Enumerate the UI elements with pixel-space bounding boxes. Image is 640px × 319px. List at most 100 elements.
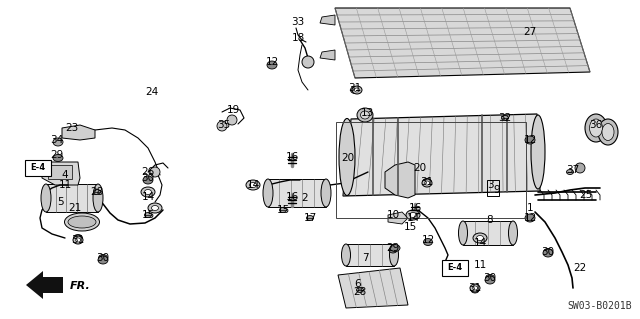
Text: 20: 20: [341, 153, 355, 163]
Text: 30: 30: [141, 173, 155, 183]
Text: 11: 11: [58, 180, 72, 190]
Circle shape: [150, 167, 160, 177]
Text: 23: 23: [65, 123, 79, 133]
Ellipse shape: [263, 179, 273, 207]
Ellipse shape: [41, 184, 51, 212]
Text: 16: 16: [285, 192, 299, 202]
Circle shape: [227, 115, 237, 125]
Ellipse shape: [486, 275, 495, 281]
Text: 20: 20: [413, 163, 427, 173]
Text: 14: 14: [406, 213, 420, 223]
Text: FR.: FR.: [70, 281, 91, 291]
Text: 28: 28: [90, 187, 104, 197]
Text: 11: 11: [474, 260, 486, 270]
Polygon shape: [320, 50, 335, 60]
Text: 6: 6: [355, 279, 362, 289]
FancyBboxPatch shape: [442, 260, 468, 276]
Polygon shape: [320, 15, 335, 25]
Polygon shape: [26, 271, 63, 299]
Ellipse shape: [352, 86, 362, 94]
Polygon shape: [62, 125, 95, 140]
Text: 26: 26: [141, 167, 155, 177]
Text: 12: 12: [421, 235, 435, 245]
Text: 31: 31: [468, 283, 482, 293]
Circle shape: [575, 163, 585, 173]
Ellipse shape: [585, 114, 607, 142]
Ellipse shape: [389, 247, 397, 253]
Ellipse shape: [525, 136, 535, 144]
Text: 12: 12: [524, 213, 536, 223]
Text: 30: 30: [97, 253, 109, 263]
Ellipse shape: [339, 118, 355, 196]
Text: 25: 25: [579, 190, 593, 200]
FancyBboxPatch shape: [25, 160, 51, 176]
Ellipse shape: [93, 189, 100, 195]
Bar: [463, 221, 513, 245]
Ellipse shape: [422, 179, 431, 186]
Text: 10: 10: [387, 210, 399, 220]
Bar: [46, 184, 98, 212]
Ellipse shape: [307, 216, 314, 220]
Ellipse shape: [543, 249, 552, 256]
Ellipse shape: [509, 221, 518, 245]
Ellipse shape: [485, 276, 495, 284]
Text: 24: 24: [145, 87, 159, 97]
Text: 14: 14: [474, 238, 486, 248]
Text: 14: 14: [246, 180, 260, 190]
Ellipse shape: [471, 287, 479, 293]
Ellipse shape: [531, 115, 545, 189]
Text: 17: 17: [303, 213, 317, 223]
Text: 4: 4: [61, 170, 68, 180]
Text: 5: 5: [57, 197, 63, 207]
Ellipse shape: [566, 169, 573, 174]
Text: SW03-B0201B: SW03-B0201B: [568, 301, 632, 311]
Bar: [48, 165, 72, 179]
Ellipse shape: [422, 179, 432, 187]
Ellipse shape: [351, 86, 360, 93]
Text: 18: 18: [291, 33, 305, 43]
Ellipse shape: [406, 210, 420, 220]
Text: 15: 15: [141, 210, 155, 220]
Ellipse shape: [250, 182, 257, 188]
Ellipse shape: [458, 221, 467, 245]
Text: 34: 34: [51, 135, 63, 145]
Text: 30: 30: [483, 273, 497, 283]
Text: 29: 29: [51, 150, 63, 160]
Text: 19: 19: [227, 105, 239, 115]
Ellipse shape: [473, 233, 487, 243]
Text: 35: 35: [218, 120, 230, 130]
Text: 21: 21: [68, 203, 82, 213]
Ellipse shape: [390, 244, 399, 266]
Text: 31: 31: [348, 83, 362, 93]
Ellipse shape: [470, 284, 480, 292]
Text: 12: 12: [524, 135, 536, 145]
Text: 36: 36: [589, 120, 603, 130]
Text: 33: 33: [291, 17, 305, 27]
Ellipse shape: [53, 138, 63, 146]
Text: 7: 7: [362, 253, 368, 263]
Ellipse shape: [53, 154, 63, 161]
Bar: [487, 180, 499, 196]
Polygon shape: [385, 162, 415, 198]
Text: 15: 15: [276, 205, 290, 215]
Ellipse shape: [74, 234, 83, 241]
Ellipse shape: [472, 286, 477, 290]
Text: 15: 15: [403, 222, 417, 232]
Text: 37: 37: [566, 165, 580, 175]
Ellipse shape: [355, 88, 360, 92]
Text: 32: 32: [499, 113, 511, 123]
Circle shape: [217, 121, 227, 131]
Ellipse shape: [145, 212, 152, 218]
Bar: [268, 179, 326, 207]
Text: 14: 14: [141, 192, 155, 202]
Polygon shape: [42, 162, 80, 185]
Text: E-4: E-4: [447, 263, 463, 272]
Ellipse shape: [152, 205, 159, 211]
Text: 16: 16: [408, 203, 422, 213]
Text: 31: 31: [420, 177, 434, 187]
Circle shape: [302, 56, 314, 68]
Polygon shape: [343, 114, 540, 196]
Text: 16: 16: [285, 152, 299, 162]
Ellipse shape: [602, 123, 614, 140]
Ellipse shape: [98, 256, 108, 264]
